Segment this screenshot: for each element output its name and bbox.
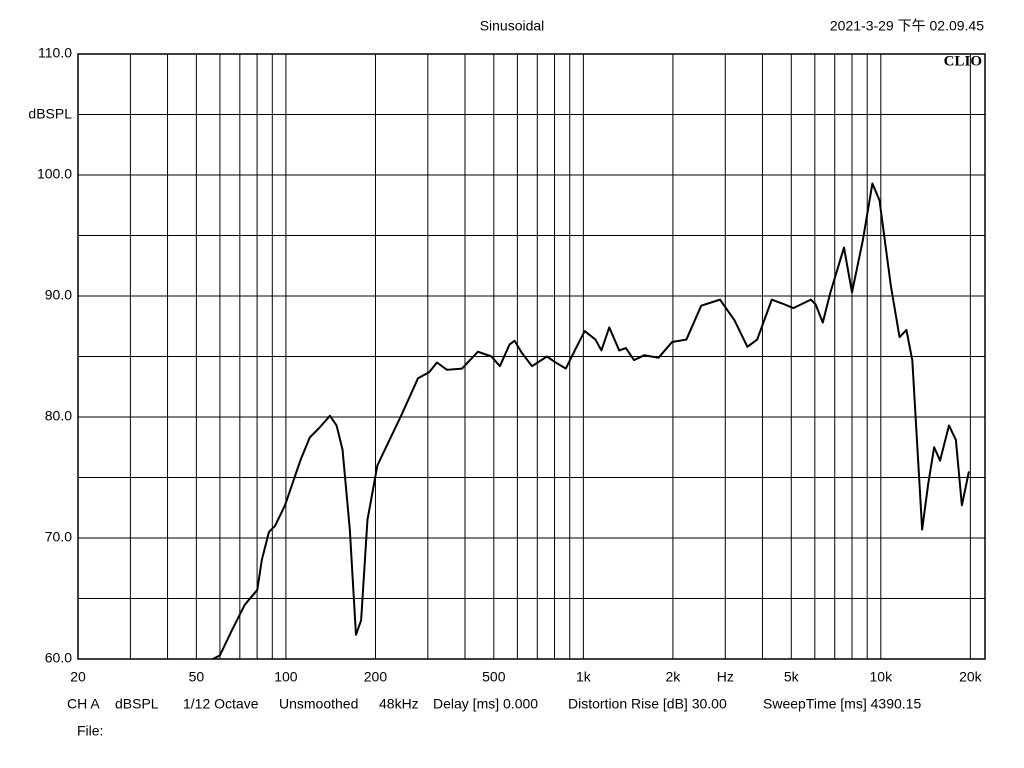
x-tick-label: 10k [870, 669, 894, 685]
x-tick-label: 500 [482, 669, 506, 685]
y-tick-label: 80.0 [45, 408, 72, 424]
x-tick-label: 5k [784, 669, 800, 685]
info-text: 48kHz [379, 696, 419, 712]
x-tick-label: 20 [70, 669, 86, 685]
watermark: CLIO [944, 53, 982, 69]
info-text: Unsmoothed [279, 696, 358, 712]
y-tick-label: 70.0 [45, 529, 72, 545]
timestamp: 2021-3-29 下午 02.09.45 [830, 18, 984, 34]
x-tick-label: 1k [576, 669, 592, 685]
info-text: 1/12 Octave [183, 696, 259, 712]
y-axis-label: dBSPL [28, 106, 72, 122]
y-tick-label: 110.0 [38, 45, 72, 61]
y-tick-label: 60.0 [45, 650, 72, 666]
x-tick-label: 20k [959, 669, 983, 685]
info-text: CH A [67, 696, 100, 712]
plot-frame [77, 53, 986, 660]
x-tick-label: 50 [189, 669, 205, 685]
y-tick-label: 100.0 [37, 166, 72, 182]
x-tick-label: 2k [666, 669, 682, 685]
file-label: File: [77, 723, 103, 739]
info-text: Delay [ms] 0.000 [433, 696, 538, 712]
x-tick-label: Hz [717, 669, 734, 685]
info-text: Distortion Rise [dB] 30.00 [568, 696, 727, 712]
info-text: dBSPL [115, 696, 159, 712]
x-tick-label: 200 [364, 669, 388, 685]
x-tick-label: 100 [274, 669, 298, 685]
response-curve [212, 182, 970, 660]
chart-title: Sinusoidal [480, 18, 545, 34]
info-text: SweepTime [ms] 4390.15 [763, 696, 921, 712]
y-tick-label: 90.0 [45, 287, 72, 303]
